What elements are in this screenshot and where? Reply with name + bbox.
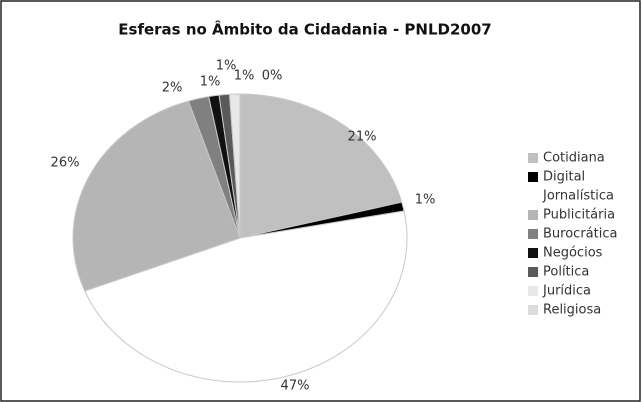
legend-swatch — [528, 172, 538, 182]
legend-label: Jornalística — [542, 189, 614, 204]
legend-label: Burocrática — [543, 227, 617, 242]
chart-title: Esferas no Âmbito da Cidadania - PNLD200… — [118, 20, 491, 39]
legend-label: Publicitária — [543, 208, 615, 223]
pie-slice — [84, 210, 408, 383]
legend-swatch — [528, 153, 538, 163]
pie-slice — [72, 100, 241, 292]
data-label: 0% — [262, 69, 283, 84]
legend-swatch — [528, 210, 538, 220]
legend-swatch — [528, 248, 538, 258]
legend-swatch — [527, 190, 539, 202]
data-label: 2% — [162, 81, 183, 96]
data-label: 1% — [216, 59, 237, 74]
legend-label: Negócios — [543, 246, 603, 261]
legend-label: Religiosa — [543, 303, 601, 318]
legend-swatch — [528, 286, 538, 296]
legend-label: Política — [543, 265, 589, 280]
data-label: 26% — [51, 156, 80, 171]
data-label: 1% — [415, 193, 436, 208]
pie-slice — [239, 93, 403, 239]
data-label: 47% — [281, 379, 310, 394]
legend-label: Jurídica — [542, 284, 591, 299]
legend-swatch — [528, 267, 538, 277]
legend-swatch — [528, 305, 538, 315]
legend-label: Cotidiana — [543, 151, 605, 166]
data-label: 21% — [348, 130, 377, 145]
data-label: 1% — [200, 75, 221, 90]
legend-label: Digital — [543, 170, 585, 185]
data-label: 1% — [234, 69, 255, 84]
legend-swatch — [528, 229, 538, 239]
